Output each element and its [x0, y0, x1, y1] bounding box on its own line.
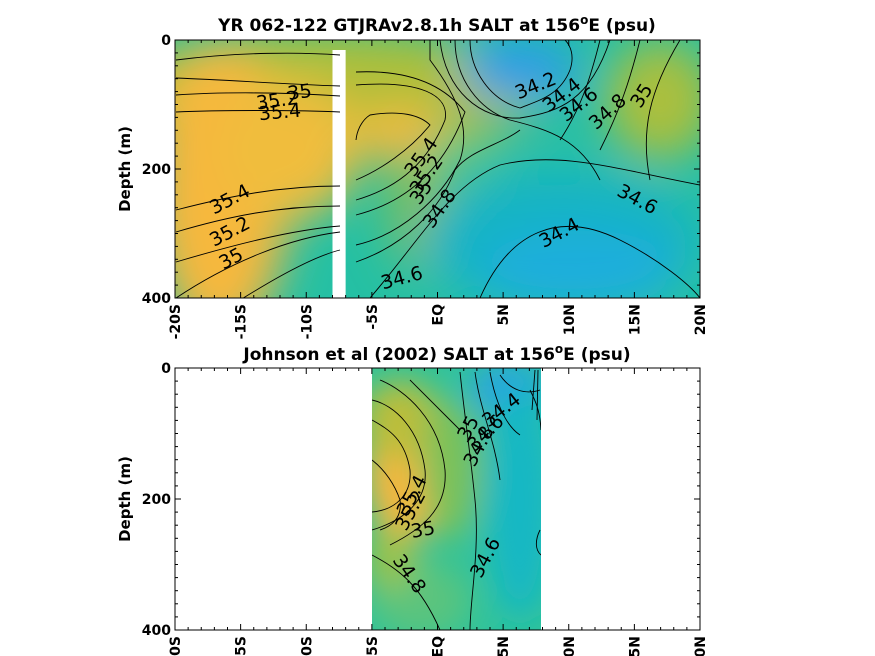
- top-y-tick-label: 0: [161, 33, 171, 49]
- top-x-tick-label: -10S: [299, 304, 315, 339]
- bottom-colorfield: [372, 368, 541, 630]
- bottom-y-tick-label: 0: [161, 361, 171, 377]
- top-x-tick-label: 10N: [562, 304, 578, 335]
- bottom-x-tick-label: 5N: [496, 636, 512, 656]
- bottom-x-tick-label: 15N: [627, 636, 643, 656]
- top-y-tick-label: 400: [142, 291, 171, 307]
- bottom-x-tick-label: 20S: [168, 636, 184, 656]
- bottom-panel: Johnson et al (2002) SALT at 156oE (psu): [116, 342, 709, 656]
- top-x-tick-label: -15S: [234, 304, 250, 339]
- bottom-x-tick-label: 20N: [693, 636, 709, 656]
- top-x-tick-label: -5S: [365, 304, 381, 330]
- bottom-x-tick-label: 15S: [234, 636, 250, 656]
- bottom-x-tick-label: 10S: [299, 636, 315, 656]
- bottom-y-tick-label: 400: [142, 623, 171, 639]
- top-axes: -20S -15S -10S -5S EQ 5N 10N 15N 20N 0 200 400: [142, 33, 709, 339]
- top-y-tick-label: 200: [142, 162, 171, 178]
- top-x-tick-label: 5N: [496, 304, 512, 325]
- top-contour-label: 35.4: [258, 100, 302, 126]
- top-x-tick-label: 15N: [627, 304, 643, 335]
- top-panel: YR 062-122 GTJRAv2.8.1h SALT at 156oE (p…: [116, 13, 709, 339]
- bottom-chart-title: Johnson et al (2002) SALT at 156oE (psu): [242, 342, 630, 365]
- top-data-gap: [332, 50, 346, 298]
- top-y-axis-label: Depth (m): [116, 126, 134, 212]
- top-colorfield: [175, 40, 700, 298]
- top-x-tick-label: -20S: [168, 304, 184, 339]
- top-x-tick-label: 20N: [693, 304, 709, 335]
- bottom-axes: 20S 15S 10S 5S EQ 5N 10N 15N 20N 0 200 400: [142, 361, 709, 656]
- bottom-y-tick-label: 200: [142, 492, 171, 508]
- bottom-y-axis-label: Depth (m): [116, 456, 134, 542]
- bottom-contour-label: 35: [409, 517, 437, 543]
- top-chart-title: YR 062-122 GTJRAv2.8.1h SALT at 156oE (p…: [217, 13, 656, 36]
- top-x-tick-label: EQ: [431, 304, 447, 326]
- top-contour-lines: [175, 40, 700, 298]
- bottom-contour-lines: [372, 369, 541, 630]
- top-contour-label: 35: [286, 80, 313, 105]
- bottom-x-tick-label: EQ: [431, 636, 447, 656]
- bottom-x-tick-label: 10N: [562, 636, 578, 656]
- bottom-x-tick-label: 5S: [365, 636, 381, 656]
